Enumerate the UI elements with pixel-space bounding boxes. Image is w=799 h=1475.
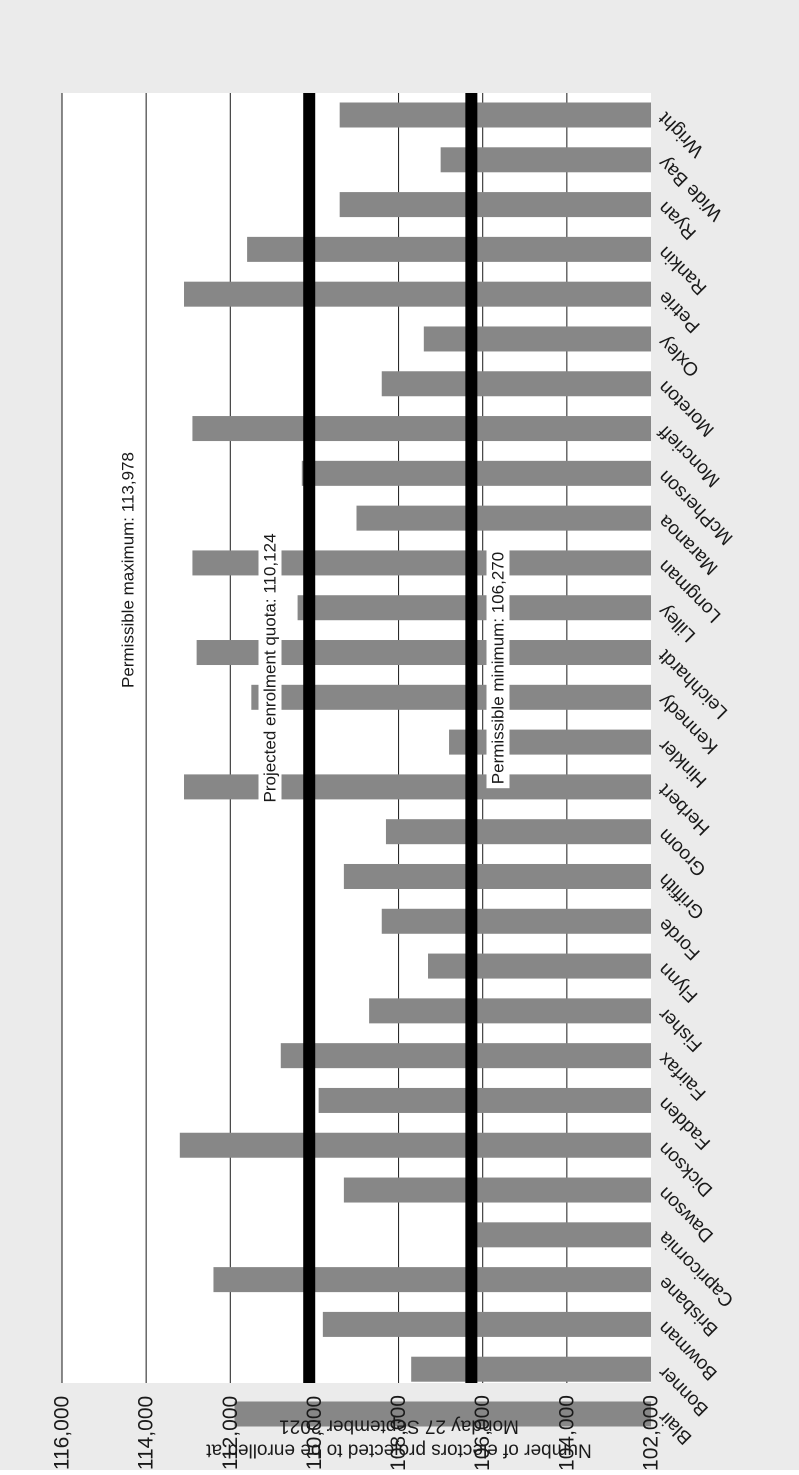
tick-label: 108,000 [387, 1395, 410, 1470]
tick-label: 104,000 [555, 1395, 578, 1470]
reference-annotation: Permissible minimum: 106,270 [486, 547, 510, 789]
reference-line-layer: Permissible maximum: 113,978 Projected en… [119, 93, 510, 1383]
axis-title-line: Monday 27 September 2021 [279, 1416, 519, 1437]
bar-herbert [184, 774, 651, 800]
tick: 116,000 [51, 1396, 74, 1470]
bar-maranoa [356, 505, 651, 531]
bar-fisher [369, 998, 651, 1024]
bar-dickson [179, 1132, 652, 1158]
tick: 104,000 [555, 1395, 578, 1471]
bar-flynn [428, 953, 651, 979]
bar-ryan [339, 192, 651, 218]
bar-kennedy [251, 684, 652, 710]
bar-moreton [381, 371, 651, 397]
axis-title-layer: Number of electors projected to be enrol… [206, 1416, 592, 1461]
bar-moncrieff [192, 416, 651, 442]
bar-bonner [411, 1356, 651, 1382]
reference-label: Permissible maximum: 113,978 [119, 452, 138, 688]
tick: 108,000 [387, 1395, 410, 1471]
reference-annotation: Projected enrolment quota: 110,124 [258, 529, 282, 807]
tick: 112,000 [219, 1396, 242, 1470]
bar-hinkler [449, 729, 651, 755]
tick: 114,000 [135, 1396, 158, 1470]
reference-annotation: Permissible maximum: 113,978 [119, 452, 138, 688]
tick: 106,000 [471, 1395, 494, 1471]
bar-forde [381, 908, 651, 934]
bar-fadden [318, 1087, 651, 1113]
bar-bowman [322, 1311, 651, 1337]
reference-label-background [258, 529, 282, 807]
tick: 102,000 [640, 1395, 663, 1471]
tick-label: 102,000 [640, 1395, 663, 1470]
bar-wright [339, 102, 651, 128]
bar-groom [385, 819, 651, 845]
bar-brisbane [213, 1267, 651, 1293]
reference-label: Permissible minimum: 106,270 [489, 552, 508, 784]
tick-label: 112,000 [219, 1396, 242, 1470]
tick-label: 110,000 [303, 1396, 326, 1470]
reference-label: Projected enrolment quota: 110,124 [261, 533, 280, 802]
reference-label-background [486, 547, 510, 789]
tick-label-layer: 102,000 104,000 106,000 108,000 110,000 112,0… [51, 1395, 663, 1471]
tick-label: 114,000 [135, 1396, 158, 1470]
axis-title-line: Number of electors projected to be enrol… [206, 1440, 592, 1461]
bar-blair [234, 1401, 651, 1427]
bar-oxley [423, 326, 651, 352]
tick-label: 106,000 [471, 1395, 494, 1470]
bar-dawson [343, 1177, 651, 1203]
tick-label: 116,000 [51, 1396, 74, 1470]
value-axis-title: Number of electors projected to be enrol… [206, 1416, 592, 1461]
bar-petrie [184, 281, 651, 307]
tick: 110,000 [303, 1396, 326, 1470]
bar-capricornia [465, 1222, 651, 1248]
bar-griffith [343, 863, 651, 889]
